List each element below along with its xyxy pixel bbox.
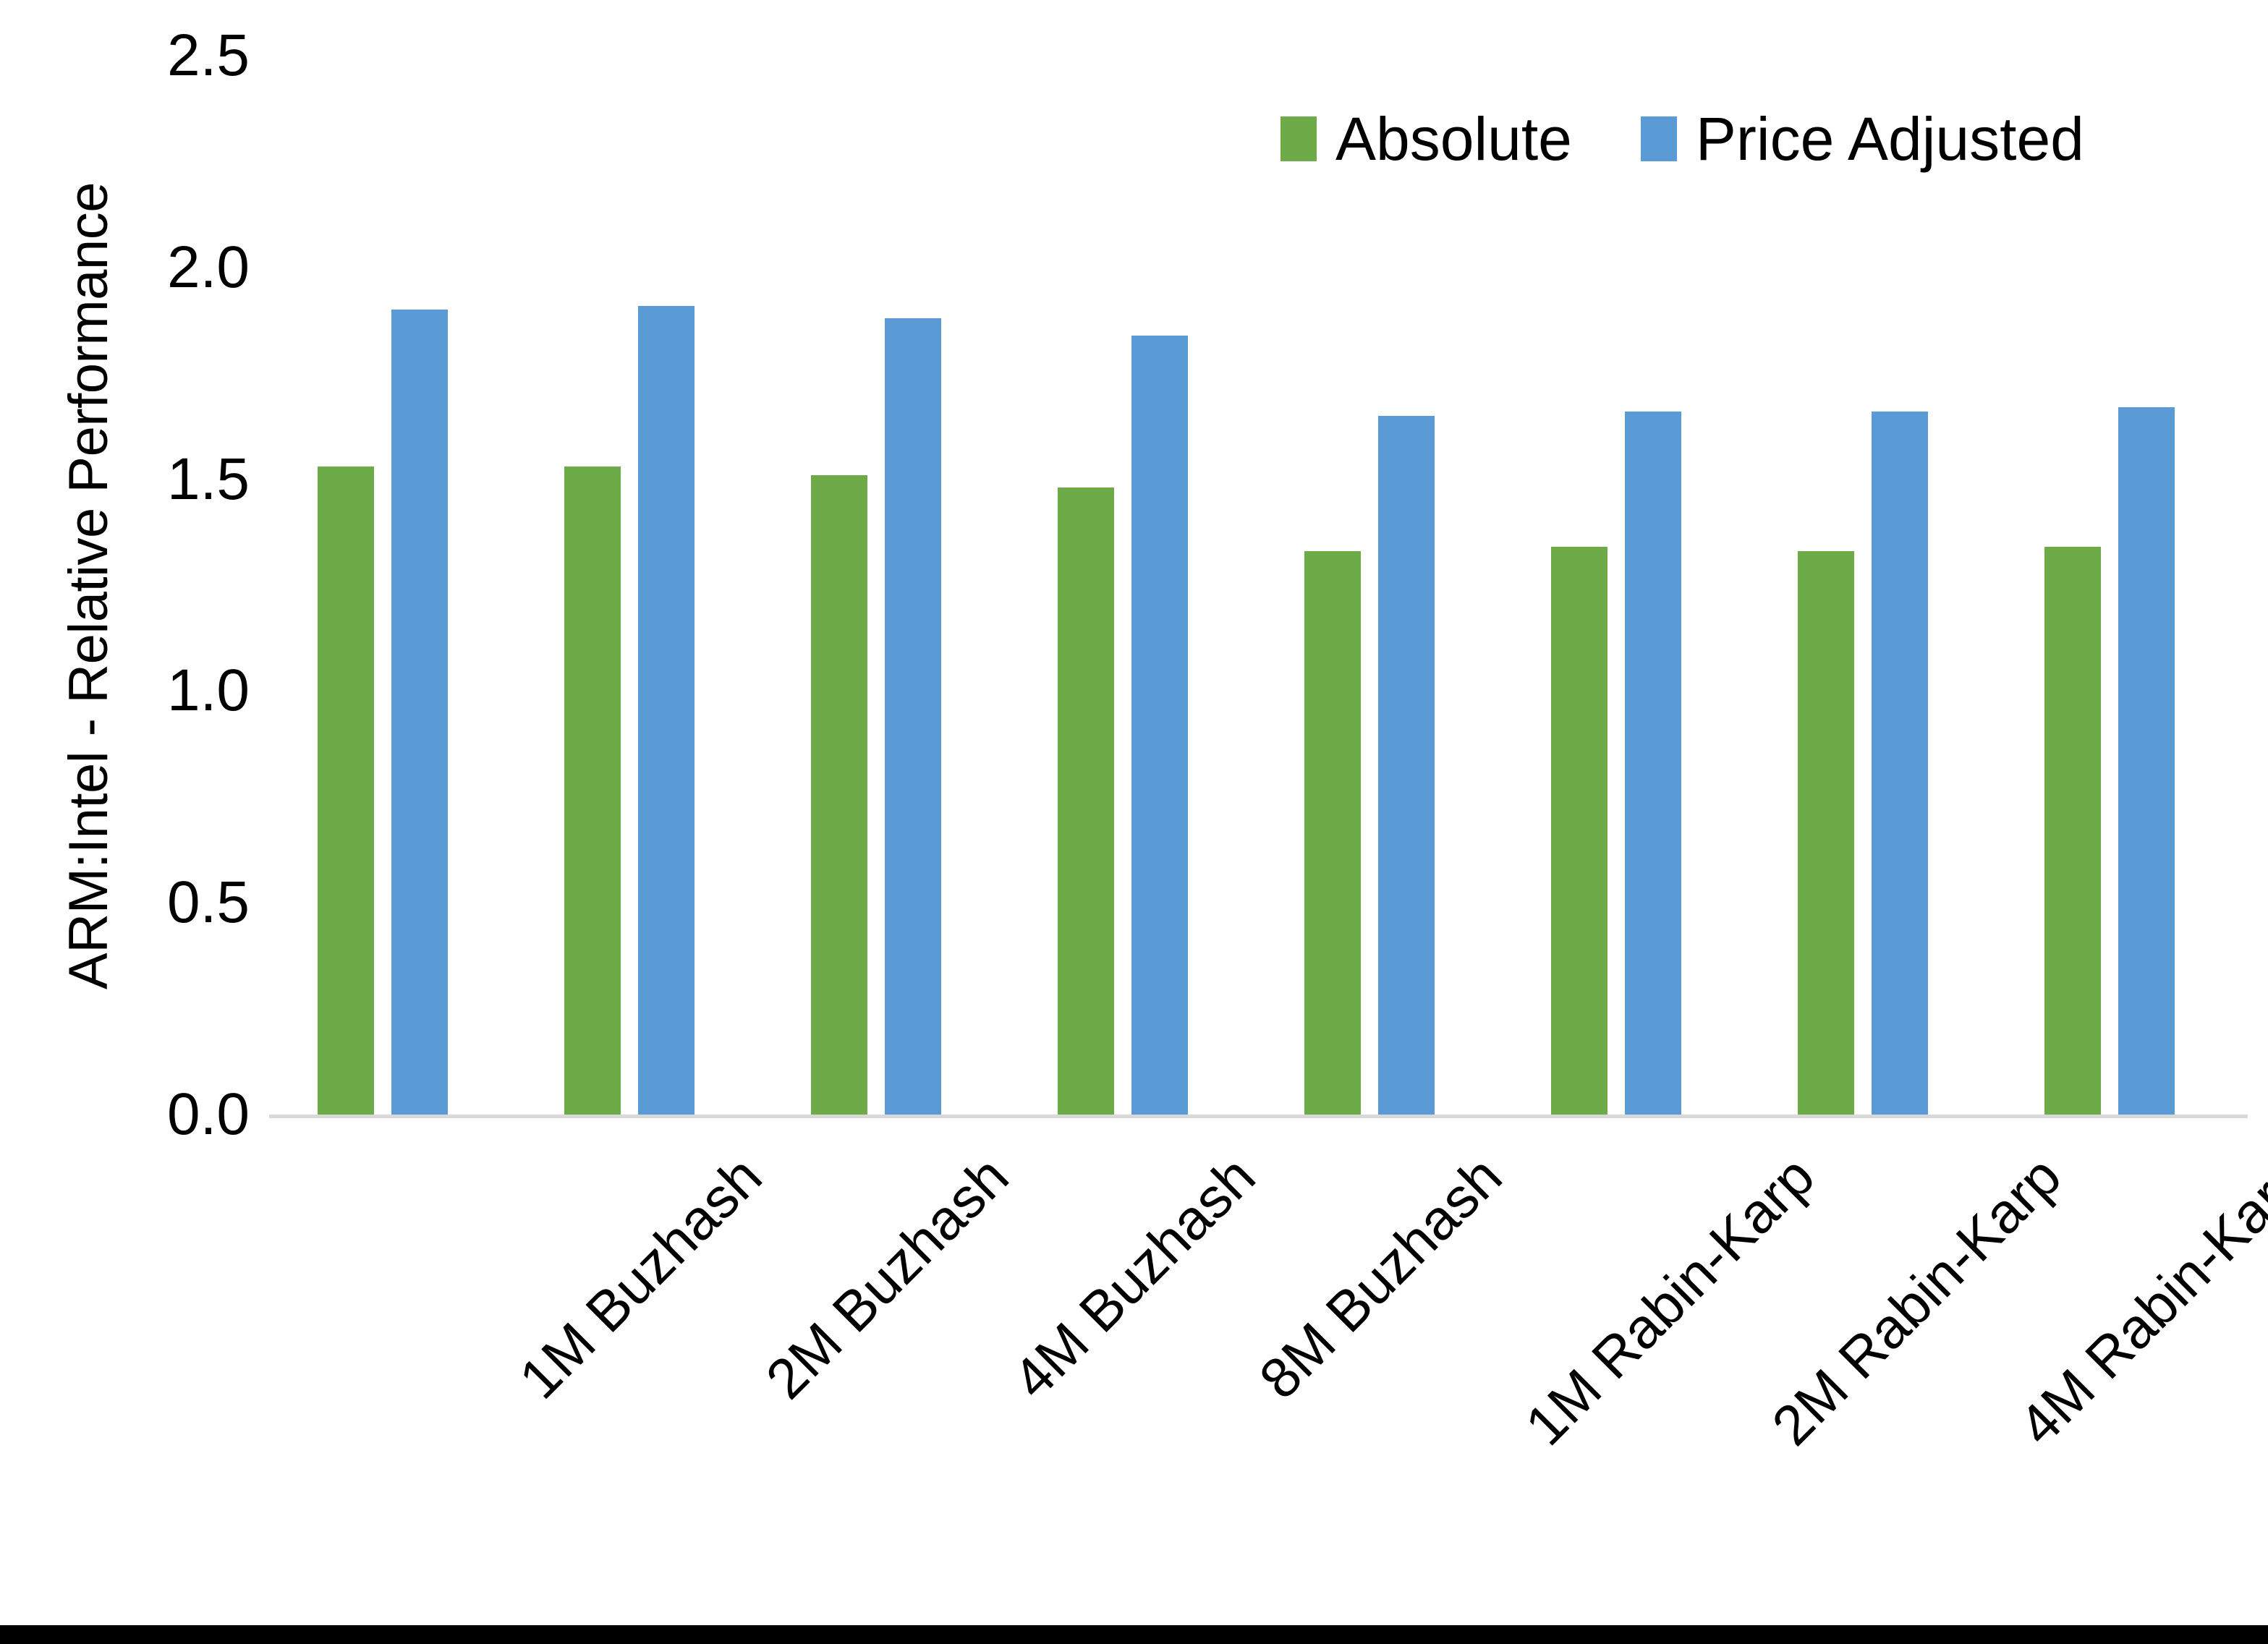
bar-price-adjusted[interactable] [391, 310, 448, 1115]
bar-group [1503, 56, 1749, 1115]
legend-label: Absolute [1335, 105, 1572, 173]
legend-item-price-adjusted[interactable]: Price Adjusted [1640, 105, 2084, 173]
bar-group [1996, 56, 2243, 1115]
bar-absolute[interactable] [1550, 547, 1607, 1115]
bar-price-adjusted[interactable] [1131, 335, 1188, 1115]
legend-swatch-icon [1280, 116, 1317, 161]
bar-price-adjusted[interactable] [1624, 411, 1681, 1115]
category-axis-line [269, 1115, 2248, 1118]
bar-group [1749, 56, 1996, 1115]
bar-group [1256, 56, 1503, 1115]
bar-group [763, 56, 1009, 1115]
legend-item-absolute[interactable]: Absolute [1280, 108, 1572, 169]
bar-group [269, 56, 516, 1115]
legend-label: Price Adjusted [1695, 105, 2084, 173]
x-axis-tick-label: 2M Buzhash [753, 1143, 1021, 1411]
bar-absolute[interactable] [1304, 551, 1361, 1115]
y-axis-tick-label: 0.0 [167, 1081, 250, 1147]
legend-swatch-icon [1640, 116, 1677, 161]
bar-price-adjusted[interactable] [884, 318, 941, 1115]
bar-absolute[interactable] [564, 467, 621, 1115]
x-axis-tick-label: 1M Buzhash [506, 1143, 774, 1411]
bar-absolute[interactable] [1057, 487, 1114, 1115]
bar-price-adjusted[interactable] [1377, 415, 1435, 1115]
bar-group [1009, 56, 1256, 1115]
y-axis-tick-label: 0.5 [167, 869, 250, 936]
x-axis-tick-label: 8M Buzhash [1246, 1143, 1514, 1411]
bar-price-adjusted[interactable] [637, 305, 695, 1115]
y-axis-tick-label: 2.0 [167, 234, 250, 300]
plot-area [269, 56, 2243, 1115]
bar-absolute[interactable] [1797, 551, 1854, 1115]
bar-price-adjusted[interactable] [1871, 411, 1928, 1115]
bar-price-adjusted[interactable] [2118, 407, 2175, 1115]
chart-legend: Absolute Price Adjusted [1280, 108, 2084, 169]
bar-absolute[interactable] [317, 467, 374, 1115]
x-axis-tick-label: 4M Buzhash [1000, 1143, 1267, 1411]
y-axis-tick-label: 1.5 [167, 446, 250, 512]
y-axis-tick-label: 2.5 [167, 22, 250, 88]
y-axis-tick-labels: 2.5 2.0 1.5 1.0 0.5 0.0 [0, 0, 250, 1644]
bar-absolute[interactable] [2044, 547, 2101, 1115]
bar-absolute[interactable] [810, 474, 867, 1115]
y-axis-tick-label: 1.0 [167, 657, 250, 724]
bar-group [516, 56, 763, 1115]
x-axis-tick-labels: 1M Buzhash 2M Buzhash 4M Buzhash 8M Buzhash… [269, 1115, 2268, 1621]
